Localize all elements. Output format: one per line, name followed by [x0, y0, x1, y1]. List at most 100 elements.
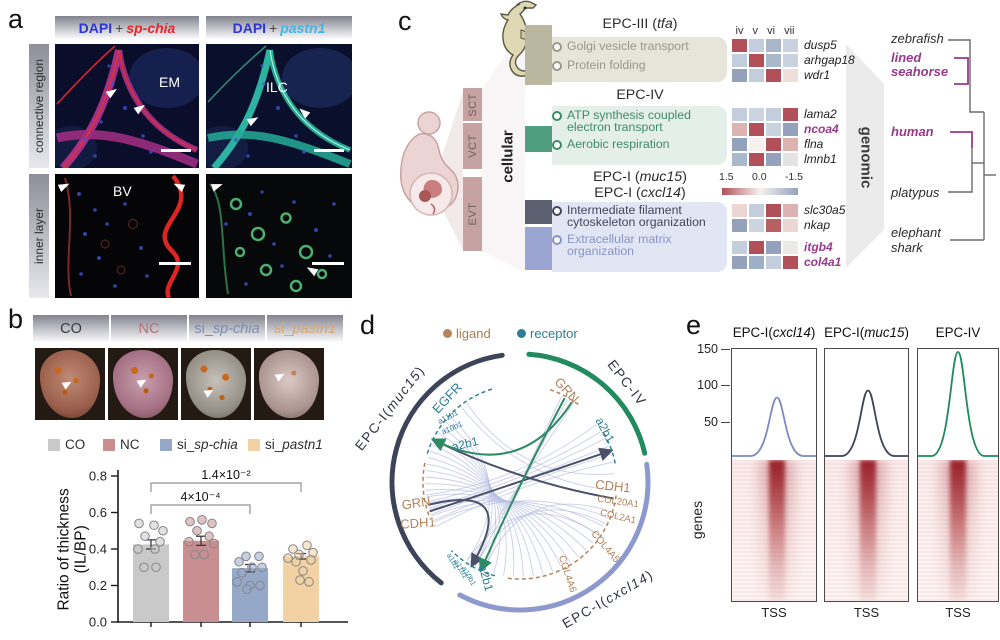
bar-si_pastn1 [283, 556, 319, 622]
annotation-ILC: ILC [266, 79, 288, 95]
species-lined-seahorse-line1: lined [891, 50, 922, 65]
panel-e-label: e [686, 310, 702, 340]
go-term: Protein folding [552, 59, 646, 72]
heatmap-gene-label: arhgap18 [804, 53, 855, 67]
heatmap-cell [748, 107, 765, 122]
heatmap-col-label: vi [767, 25, 776, 37]
module-block-epc3 [525, 25, 552, 85]
tss-profile [825, 349, 908, 460]
arc-epc1-muc15 [389, 352, 505, 586]
bullet-ring-icon [552, 140, 562, 150]
tissue-blob [185, 350, 247, 418]
heatmap-cell [748, 152, 765, 167]
go-term: Intermediate filament cytoskeleton organi… [552, 204, 706, 229]
heatmap-cell [731, 203, 748, 218]
module-title-epc1-cxcl14: EPC-I (cxcl14) [594, 185, 686, 201]
heatmap-cell [731, 240, 748, 255]
scale-label: 0.0 [751, 171, 767, 183]
heatmap-cell [782, 107, 799, 122]
go-term-line: Extracellular matrix [567, 232, 672, 246]
heatmap-gene-label: col4a1 [804, 255, 842, 269]
micrograph-inner-sp-chia: BV [55, 174, 199, 298]
go-term: Aerobic respiration [552, 138, 670, 151]
heatmap-cell [765, 240, 782, 255]
title-prefix: EPC-IV [935, 325, 981, 340]
genes-axis-label: genes [689, 500, 705, 540]
heatmap-cell [782, 137, 799, 152]
profile-y-tick-label: 50 [704, 414, 718, 429]
heatmap-cell [782, 152, 799, 167]
heatmap-genes-epc3: dusp5 arhgap18 wdr1 [804, 38, 855, 83]
bullet-ring-icon [552, 111, 562, 121]
species-zebrafish: zebrafish [891, 31, 944, 46]
go-band-epc3 [552, 37, 727, 82]
go-term-text: Extracellular matrix organization [567, 232, 672, 258]
heatmap-epc1-cxcl14 [731, 240, 799, 270]
heatmap-row [731, 255, 799, 270]
phylogenetic-tree [948, 39, 996, 241]
heatmap-scale-labels: 1.5 0.0 -1.5 [719, 171, 803, 183]
heatmap-cell [731, 122, 748, 137]
stain-dapi: DAPI [78, 19, 113, 36]
annotation-BV: BV [113, 183, 132, 199]
heatmap-cell [731, 68, 748, 83]
legend-swatch [103, 438, 115, 451]
stain-header-pastn1: DAPI + pastn1 [206, 16, 352, 39]
scale-label: -1.5 [784, 171, 803, 183]
treatment-header-si-pastn1: si_ pastn1 [267, 315, 343, 342]
panel-a-label: a [8, 4, 24, 34]
tissue-segment-evt: EVT [463, 177, 482, 251]
heatmap-gene-label: wdr1 [804, 68, 831, 82]
p-value-label: 4×10⁻⁴ [180, 490, 220, 504]
heatmap-epc3 [731, 38, 799, 83]
heatmap-cell [765, 107, 782, 122]
tss-heatmap [825, 460, 908, 601]
tss-x-label: TSS [853, 605, 880, 620]
go-term: ATP synthesis coupled electron transport [552, 109, 691, 134]
heatmap-epc1-muc15 [731, 203, 799, 233]
heatmap-cell [731, 53, 748, 68]
heatmap-cell [765, 152, 782, 167]
legend-swatch [248, 438, 260, 451]
heatmap-cell [765, 122, 782, 137]
y-tick-label: 0.6 [89, 505, 107, 520]
treatment-header-si-sp-chia: si_ sp-chia [189, 315, 265, 342]
tss-x-label: TSS [945, 605, 971, 620]
heatmap-cell [731, 218, 748, 233]
go-term-text: Aerobic respiration [567, 138, 670, 151]
heatmap-cell [748, 218, 765, 233]
go-term-text: Intermediate filament cytoskeleton organi… [567, 204, 706, 229]
species-human: human [891, 124, 934, 139]
fluorescence-image: ILC [206, 44, 352, 168]
arc-epc1-cxcl14 [457, 461, 651, 613]
legend-item-receptor: receptor [517, 326, 578, 341]
heatmap-cell [782, 38, 799, 53]
profile-y-tick-label: 100 [697, 378, 718, 392]
legend-swatch [160, 438, 172, 451]
heatmap-cell [748, 38, 765, 53]
stain-header-sp-chia: DAPI + sp-chia [55, 16, 199, 39]
micrograph-connective-sp-chia: EM [55, 44, 199, 168]
bar-si_sp-chia [232, 568, 268, 622]
tss-x-label: TSS [761, 605, 787, 620]
bullet-ring-icon [552, 42, 562, 52]
heatmap-cell [731, 38, 748, 53]
legend-swatch [48, 438, 60, 451]
heatmap-cell [748, 68, 765, 83]
treatment-header-nc: NC [111, 315, 187, 342]
heatmap-epc4 [731, 107, 799, 167]
go-term-text: Protein folding [567, 59, 646, 72]
title-gene: muc15 [864, 325, 905, 340]
tissue-photo-si-sp-chia [181, 348, 251, 420]
heatmap-cell [782, 122, 799, 137]
title-suffix: ) [810, 325, 816, 340]
go-term-text: ATP synthesis coupled electron transport [567, 109, 691, 134]
heatmap-gene-label: flna [804, 137, 824, 151]
scale-bar [161, 149, 191, 152]
heatmap-cell [782, 240, 799, 255]
ligand-dot-icon [443, 329, 452, 338]
y-tick-label: 0.8 [89, 469, 107, 484]
title-gene: cxcl14 [772, 325, 811, 340]
heatmap-row [731, 137, 799, 152]
heatmap-gene-label: slc30a5 [804, 203, 846, 217]
